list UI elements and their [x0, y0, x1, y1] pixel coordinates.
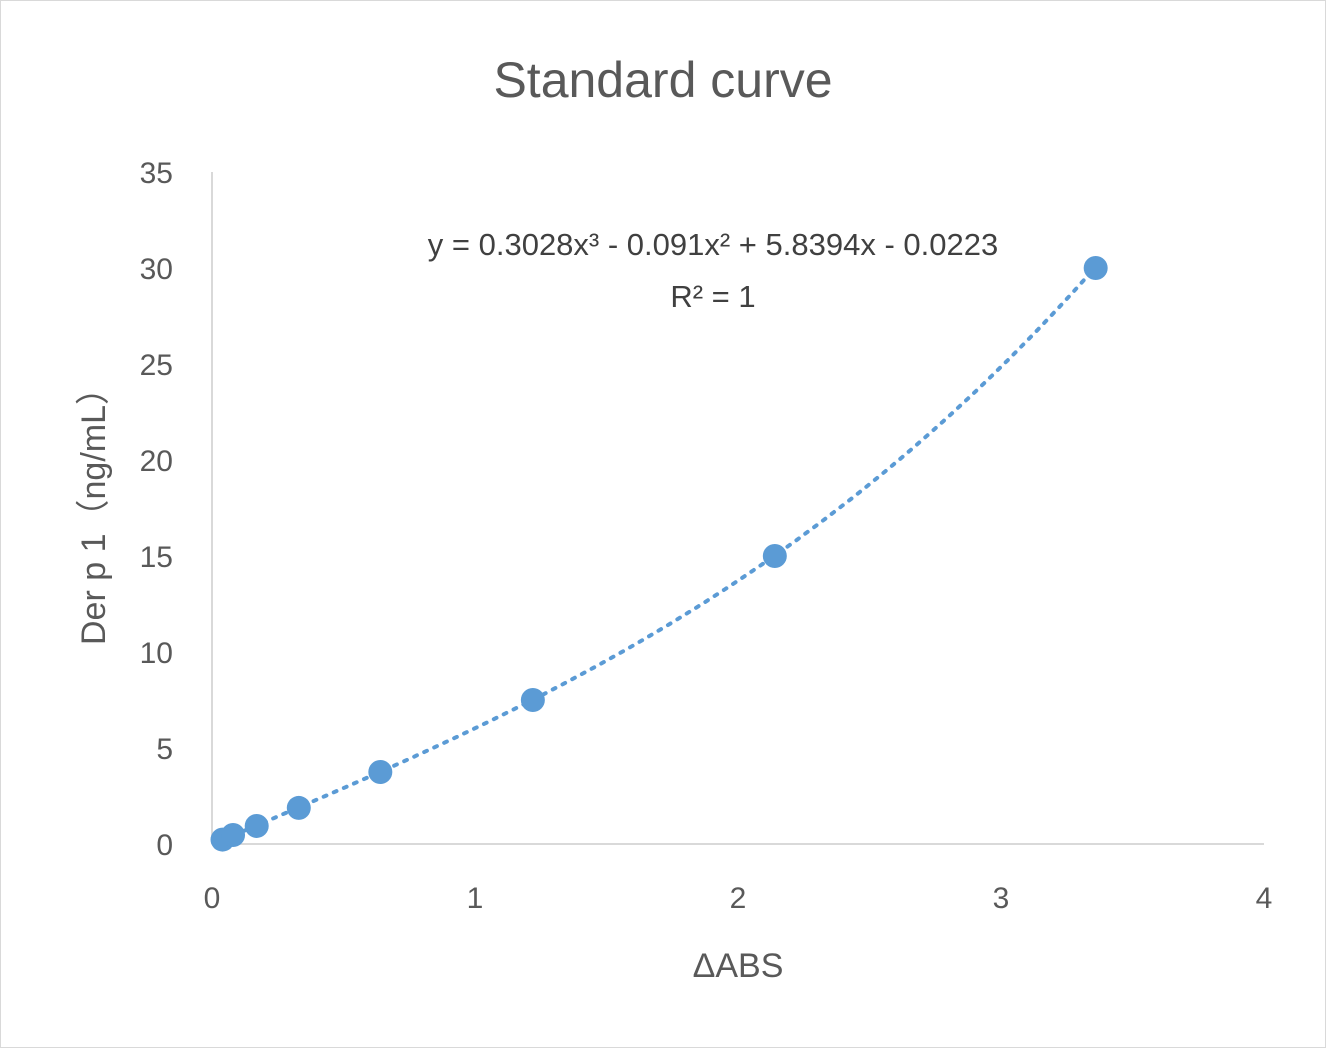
- x-tick-label: 4: [1256, 882, 1273, 915]
- data-point: [368, 760, 393, 784]
- data-point: [1083, 256, 1108, 280]
- data-points: [210, 256, 1108, 852]
- x-tick-label: 0: [204, 882, 221, 915]
- data-point: [221, 822, 246, 847]
- y-tick-label: 0: [156, 829, 173, 862]
- y-axis-title: Der p 1（ng/mL）: [75, 371, 113, 645]
- data-point: [244, 813, 269, 838]
- data-point: [520, 688, 545, 712]
- x-tick-label: 2: [730, 882, 747, 915]
- y-tick-label: 15: [140, 541, 173, 574]
- x-tick-label: 1: [467, 882, 484, 915]
- y-tick-label: 10: [140, 637, 173, 670]
- trendline-equation: y = 0.3028x³ - 0.091x² + 5.8394x - 0.022…: [428, 227, 998, 262]
- y-tick-labels: 0 5 10 15 20 25 30 35: [140, 157, 173, 862]
- chart-title: Standard curve: [493, 52, 832, 108]
- y-tick-label: 5: [156, 733, 173, 766]
- y-tick-label: 25: [140, 349, 173, 382]
- data-point: [762, 544, 787, 568]
- y-tick-label: 35: [140, 157, 173, 190]
- trendline: [220, 264, 1098, 842]
- x-tick-labels: 0 1 2 3 4: [204, 882, 1273, 915]
- y-tick-label: 30: [140, 253, 173, 286]
- r-squared-label: R² = 1: [670, 279, 755, 314]
- data-point: [286, 795, 311, 820]
- y-tick-label: 20: [140, 445, 173, 478]
- x-axis-title: ΔABS: [693, 947, 784, 985]
- x-tick-label: 3: [993, 882, 1010, 915]
